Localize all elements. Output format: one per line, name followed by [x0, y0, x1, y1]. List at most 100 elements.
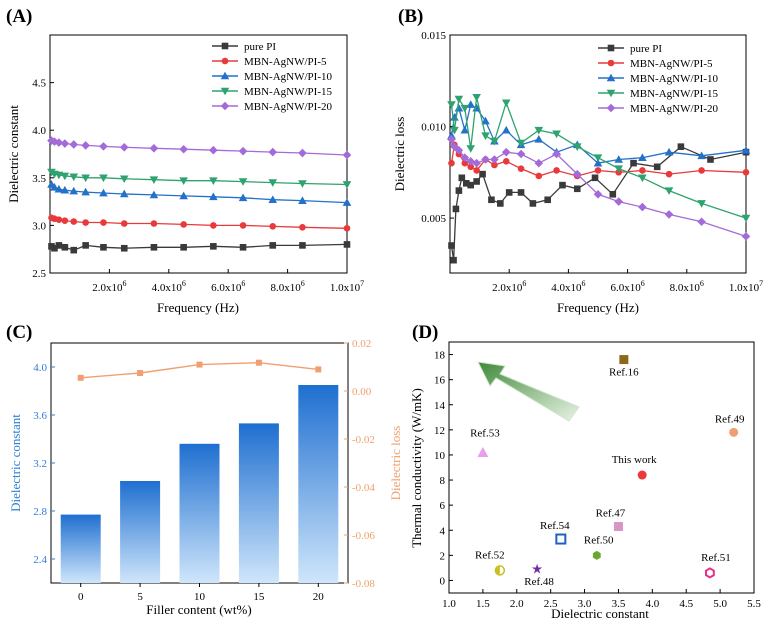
panel-b-dielectric-loss: 0.005 0.010 0.015 2.0x106 4.0x106 6.0x106 8.0…	[392, 30, 763, 315]
data-point	[342, 198, 352, 206]
point-label: Ref.47	[596, 507, 626, 519]
panel-label-c: (C)	[6, 322, 32, 343]
data-point	[460, 125, 470, 134]
data-point	[472, 103, 481, 112]
data-point	[69, 186, 79, 195]
scatter-point	[705, 567, 715, 579]
data-point	[473, 167, 480, 174]
legend-label: MBN-AgNW/PI-15	[244, 86, 332, 98]
legend-marker	[221, 42, 229, 50]
y-tick-label-right: -0.02	[352, 434, 375, 446]
x-tick-label: 2.0x106	[492, 279, 526, 294]
legend-label: MBN-AgNW/PI-5	[630, 58, 713, 70]
data-point	[180, 221, 187, 228]
point-label: Ref.50	[584, 534, 614, 546]
x-tick-label: 4.5	[679, 598, 693, 610]
data-point	[120, 220, 128, 227]
data-point	[481, 116, 490, 125]
data-point	[100, 219, 107, 226]
y-axis-label-b: Dielectric loss	[392, 117, 407, 192]
y-tick-label-right: -0.08	[352, 578, 375, 590]
y-axis-label-c-left: Dielectric constant	[8, 414, 23, 512]
data-point	[609, 190, 617, 198]
legend-label: MBN-AgNW/PI-10	[244, 71, 332, 83]
data-point	[50, 183, 59, 191]
y-tick-label: 8	[440, 475, 446, 487]
y-tick-label-left: 2.8	[33, 506, 47, 518]
y-tick-label: 0.010	[421, 122, 446, 134]
data-point	[81, 141, 90, 150]
data-point	[529, 200, 537, 207]
data-point	[481, 132, 490, 140]
data-point	[99, 188, 108, 197]
data-point	[472, 158, 481, 168]
legend-label: MBN-AgNW/PI-20	[630, 103, 718, 115]
legend-marker	[220, 87, 230, 96]
data-point	[238, 178, 248, 186]
data-point	[516, 149, 526, 159]
legend-marker	[220, 71, 230, 80]
data-point	[70, 218, 78, 225]
y-tick-label-left: 4.0	[33, 362, 47, 374]
data-point	[614, 165, 624, 173]
y-tick-label: 3.0	[32, 220, 46, 232]
data-point	[591, 174, 599, 182]
data-point	[505, 189, 513, 196]
scatter-point	[619, 355, 629, 365]
y-tick-label-right: 0.02	[352, 338, 371, 350]
data-point	[99, 142, 108, 151]
data-point	[209, 192, 218, 201]
data-point	[238, 193, 248, 202]
y-tick-label-left: 2.4	[33, 554, 47, 566]
data-point	[677, 143, 685, 150]
y-tick-label: 0	[440, 575, 446, 587]
x-axis-label-d: Dielectric constant	[551, 606, 649, 621]
data-point	[664, 187, 674, 195]
point-label: Ref.52	[475, 549, 505, 561]
data-point	[697, 200, 706, 208]
legend-marker	[221, 57, 229, 65]
y-tick-label: 4.0	[32, 125, 46, 137]
panel-label-a: (A)	[6, 6, 32, 27]
data-point	[466, 157, 476, 166]
legend-marker	[607, 59, 615, 67]
data-point	[179, 177, 188, 185]
data-point	[544, 196, 551, 204]
data-point	[298, 196, 307, 204]
y-axis-label-c-right: Dielectric loss	[388, 426, 403, 501]
x-tick-label: 3.0	[578, 598, 592, 610]
data-point	[572, 169, 582, 179]
x-tick-label: 10	[194, 591, 206, 603]
bar	[120, 481, 161, 583]
x-tick-label: 0	[78, 591, 84, 603]
data-point	[638, 202, 647, 212]
scatter-point	[729, 427, 739, 437]
legend-marker	[607, 44, 615, 52]
x-tick-label: 2.0x106	[92, 279, 126, 294]
legend-marker	[606, 103, 616, 113]
point-label: Ref.54	[540, 520, 570, 532]
data-point	[454, 95, 464, 104]
data-point	[665, 170, 673, 178]
data-point	[552, 130, 561, 139]
x-tick-label: 6.0x106	[211, 279, 245, 294]
data-point	[60, 139, 70, 148]
data-point	[298, 148, 307, 158]
scatter-point	[637, 470, 647, 480]
x-tick-label: 15	[253, 591, 265, 603]
y-tick-label-left: 3.2	[33, 458, 47, 470]
data-point	[473, 178, 480, 185]
data-point	[638, 174, 647, 183]
data-point	[50, 137, 59, 146]
data-point	[639, 167, 646, 174]
data-point	[593, 158, 603, 167]
legend-label: pure PI	[630, 43, 662, 55]
data-point	[81, 187, 90, 196]
scatter-point	[592, 550, 601, 560]
data-point	[462, 179, 470, 187]
data-point	[450, 256, 457, 264]
y-tick-label: 18	[434, 350, 446, 362]
x-tick-label: 8.0x106	[270, 279, 304, 294]
data-point	[594, 167, 602, 174]
